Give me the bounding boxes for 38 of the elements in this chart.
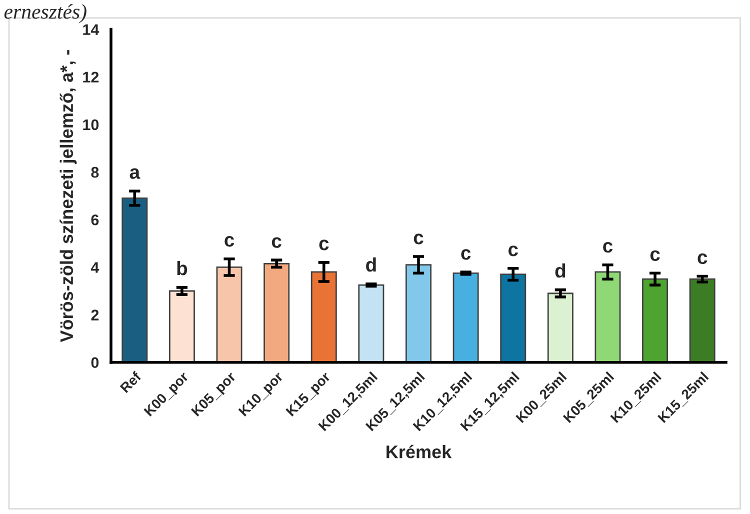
bar xyxy=(122,198,148,362)
x-axis-title: Krémek xyxy=(386,444,452,458)
bar xyxy=(168,290,195,362)
annotation: c xyxy=(224,236,234,247)
annotation: c xyxy=(698,253,708,264)
annotation: a xyxy=(130,168,140,179)
bar xyxy=(310,271,337,362)
bar xyxy=(452,272,479,362)
y-tick-label: 14 xyxy=(83,24,100,35)
annotation: c xyxy=(508,246,518,256)
bar xyxy=(358,284,384,362)
bar xyxy=(500,274,526,362)
annotation: d xyxy=(366,257,376,272)
y-tick-label: 12 xyxy=(83,72,99,82)
y-tick-label: 0 xyxy=(91,357,99,368)
y-axis-title: Vörös-zöld színezeti jellemző, a*, - xyxy=(60,50,77,342)
annotation: c xyxy=(272,237,282,248)
y-tick-label: 4 xyxy=(90,262,100,273)
annotation: c xyxy=(414,234,424,244)
text: ernesztés) xyxy=(4,4,86,24)
y-tick-label: 8 xyxy=(91,166,99,178)
y-tick-label: 2 xyxy=(91,310,99,320)
annotation: b xyxy=(177,260,188,276)
bar xyxy=(547,292,574,362)
bar xyxy=(216,266,242,362)
y-tick-label: 10 xyxy=(83,119,99,130)
annotation: d xyxy=(555,263,566,278)
annotation: c xyxy=(650,250,660,261)
annotation: c xyxy=(319,240,329,250)
annotation: c xyxy=(603,242,613,253)
annotation: c xyxy=(461,249,471,260)
bar xyxy=(264,262,290,362)
bar xyxy=(594,271,621,362)
bar xyxy=(642,278,668,362)
y-tick-label: 6 xyxy=(91,214,99,226)
bar xyxy=(406,264,432,362)
x-tick-label: Ref xyxy=(119,370,142,394)
bar xyxy=(689,278,716,362)
